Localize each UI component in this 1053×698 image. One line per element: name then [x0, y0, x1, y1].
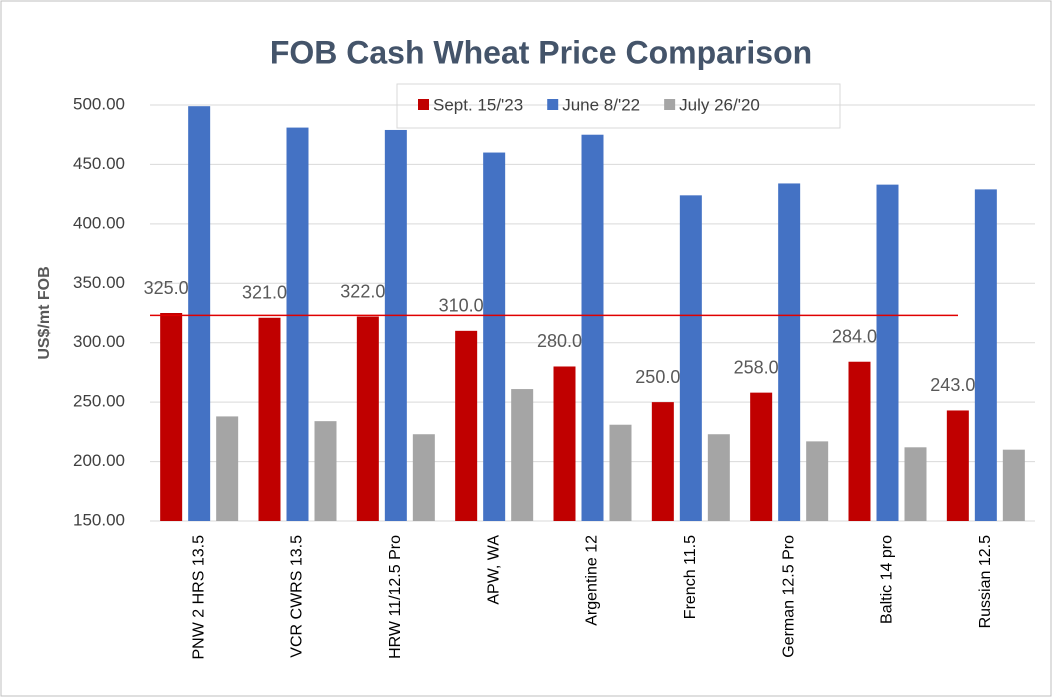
data-label: 325.00	[144, 278, 199, 298]
legend-label: July 26/'20	[679, 95, 760, 114]
bar	[609, 424, 632, 521]
bar	[904, 447, 927, 521]
y-tick-label: 350.00	[73, 273, 125, 292]
bar	[483, 152, 506, 522]
y-tick-label: 500.00	[73, 94, 125, 113]
y-tick-label: 250.00	[73, 392, 125, 411]
bar	[258, 317, 281, 521]
bar	[455, 330, 478, 521]
x-tick-label: Argentine 12	[584, 535, 601, 626]
bar	[286, 127, 309, 521]
x-tick-label: PNW 2 HRS 13.5	[190, 535, 207, 660]
bar	[750, 392, 773, 521]
bar	[314, 421, 337, 521]
bar	[581, 134, 604, 521]
legend-label: Sept. 15/'23	[433, 95, 523, 114]
bar	[412, 434, 435, 521]
bar	[384, 129, 407, 521]
data-label: 250.00	[635, 367, 690, 387]
x-tick-label: APW, WA	[485, 535, 502, 605]
chart-title: FOB Cash Wheat Price Comparison	[270, 34, 812, 70]
y-tick-label: 300.00	[73, 332, 125, 351]
bar	[188, 106, 211, 521]
bar	[778, 183, 801, 521]
data-label: 321.00	[242, 283, 297, 303]
bar	[848, 361, 871, 521]
bar	[974, 189, 997, 522]
data-label: 243.00	[930, 375, 985, 395]
bar	[553, 366, 576, 521]
data-label: 310.00	[439, 296, 494, 316]
x-tick-label: German 12.5 Pro	[780, 535, 797, 658]
bar	[160, 313, 183, 521]
data-label: 258.00	[734, 357, 789, 377]
bar	[356, 316, 379, 521]
bar	[946, 410, 969, 521]
bar	[216, 416, 239, 521]
x-tick-label: Baltic 14 pro	[879, 535, 896, 624]
legend-swatch	[664, 99, 676, 110]
y-axis-label: US$/mt FOB	[36, 266, 53, 359]
bar	[511, 389, 534, 521]
bar	[876, 184, 899, 522]
bar	[1002, 449, 1025, 521]
bar	[679, 195, 702, 521]
legend-swatch	[418, 99, 429, 110]
data-label: 322.00	[340, 281, 395, 301]
legend-swatch	[547, 99, 559, 110]
y-tick-label: 450.00	[73, 154, 125, 173]
bar	[806, 441, 829, 521]
y-tick-label: 150.00	[73, 510, 125, 529]
x-tick-label: HRW 11/12.5 Pro	[387, 535, 404, 659]
bar	[707, 434, 730, 521]
legend-box	[396, 83, 841, 129]
y-tick-label: 200.00	[73, 451, 125, 470]
data-label: 284.00	[832, 326, 887, 346]
x-tick-label: French 11.5	[682, 535, 699, 619]
x-tick-label: VCR CWRS 13.5	[289, 535, 306, 658]
y-tick-label: 400.00	[73, 213, 125, 232]
bar	[651, 402, 674, 521]
data-label: 280.00	[537, 331, 592, 351]
legend-label: June 8/'22	[562, 95, 640, 114]
x-tick-label: Russian 12.5	[977, 535, 994, 628]
